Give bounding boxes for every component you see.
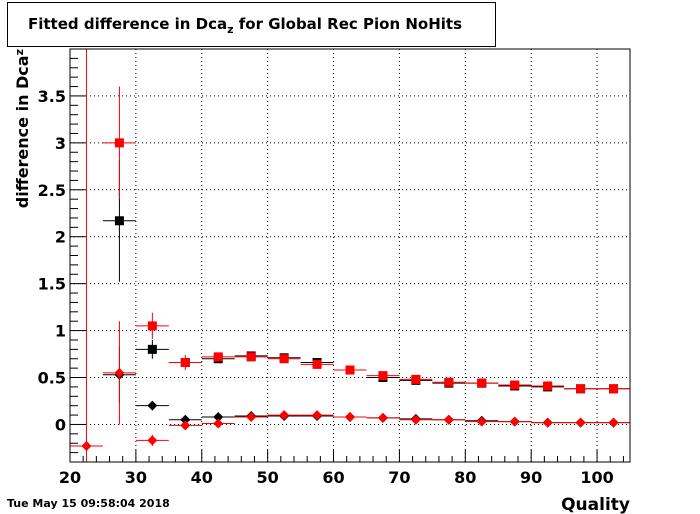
chart-title-box: Fitted difference in Dcaz for Global Rec… [7,2,496,47]
x-tick-label: 90 [520,468,542,487]
data-point-diamond [410,414,421,425]
data-point-square [246,352,256,362]
data-point-square [279,354,289,364]
y-tick-label: 1.5 [38,275,66,294]
x-tick-label: 60 [322,468,344,487]
data-point-diamond [608,417,619,428]
y-tick-label: 1 [55,322,66,341]
x-tick-label: 70 [388,468,410,487]
data-point-square [345,365,355,375]
y-axis-label: difference in Dcaz [13,49,32,208]
data-point-square [378,371,388,381]
plot-frame [69,48,631,463]
data-point-square [609,384,619,394]
data-point-diamond [147,400,158,411]
data-point-diamond [213,418,224,429]
data-point-diamond [147,435,158,446]
data-point-diamond [345,411,355,422]
data-point-square [147,321,157,331]
y-tick-label: 0.5 [38,369,66,388]
data-point-diamond [246,411,257,422]
y-tick-label: 3.5 [38,87,66,106]
data-point-square [180,358,190,368]
data-point-square [312,359,322,369]
data-point-square [444,377,454,387]
data-point-diamond [476,416,487,427]
chart-title-prefix: Fitted difference in Dca [28,15,228,33]
data-point-square [213,352,223,362]
data-point-diamond [114,367,125,378]
x-tick-label: 50 [257,468,279,487]
data-point-diamond [542,417,553,428]
data-point-square [114,138,124,148]
data-point-diamond [279,410,290,421]
data-series [102,86,630,394]
timestamp: Tue May 15 09:58:04 2018 [7,497,170,510]
x-tick-label: 100 [580,468,613,487]
data-point-square [543,381,553,391]
data-point-diamond [213,411,224,422]
axes: 20 30 40 50 60 70 80 90 100 0 0.5 1 1.5 2 2.5 3 3.5 [38,48,624,487]
x-tick-label: 20 [59,468,81,487]
x-axis-label: Quality [561,495,630,514]
y-tick-label: 2.5 [38,181,66,200]
data-point-diamond [180,420,191,431]
data-point-square [576,384,586,394]
data-point-diamond [443,414,454,425]
data-point-diamond [509,416,520,427]
data-point-diamond [180,414,191,425]
x-tick-label: 80 [454,468,476,487]
data-point-square [147,344,157,354]
y-tick-label: 2 [55,228,66,247]
y-tick-label: 0 [55,415,66,434]
y-tick-label: 3 [55,134,66,153]
chart-title-subscript: z [227,23,234,36]
chart-title: Fitted difference in Dcaz for Global Rec… [28,15,462,36]
x-tick-label: 30 [125,468,147,487]
y-axis-label-main: difference in Dca [13,55,32,208]
data-point-square [477,378,487,388]
data-point-diamond [377,412,388,423]
data-layer [70,49,630,462]
data-point-square [411,374,421,384]
chart-title-suffix: for Global Rec Pion NoHits [233,15,463,33]
data-point-diamond [312,410,323,421]
data-point-square [510,380,520,390]
data-point-square [114,216,124,226]
data-series [70,49,630,462]
y-axis-label-sub: z [13,49,26,55]
x-tick-label: 40 [191,468,213,487]
data-point-diamond [81,441,92,452]
grid [70,49,630,462]
data-point-diamond [575,417,586,428]
